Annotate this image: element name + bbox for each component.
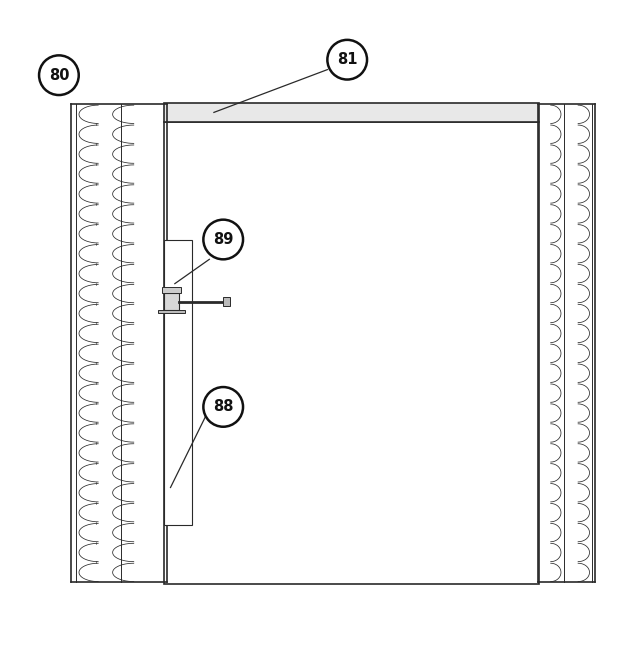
Bar	[164, 293, 179, 310]
Bar	[164, 103, 539, 122]
Bar	[162, 287, 182, 293]
Text: 89: 89	[213, 232, 233, 247]
Text: 80: 80	[48, 68, 69, 82]
Circle shape	[327, 40, 367, 80]
Circle shape	[39, 55, 79, 95]
Text: eReplacementParts.com: eReplacementParts.com	[237, 362, 433, 377]
Circle shape	[203, 387, 243, 427]
Text: 88: 88	[213, 400, 234, 414]
Bar	[164, 122, 539, 584]
Bar	[164, 239, 192, 525]
Bar	[158, 310, 185, 313]
Circle shape	[203, 219, 243, 259]
Text: 81: 81	[337, 52, 358, 67]
Bar	[223, 297, 230, 307]
